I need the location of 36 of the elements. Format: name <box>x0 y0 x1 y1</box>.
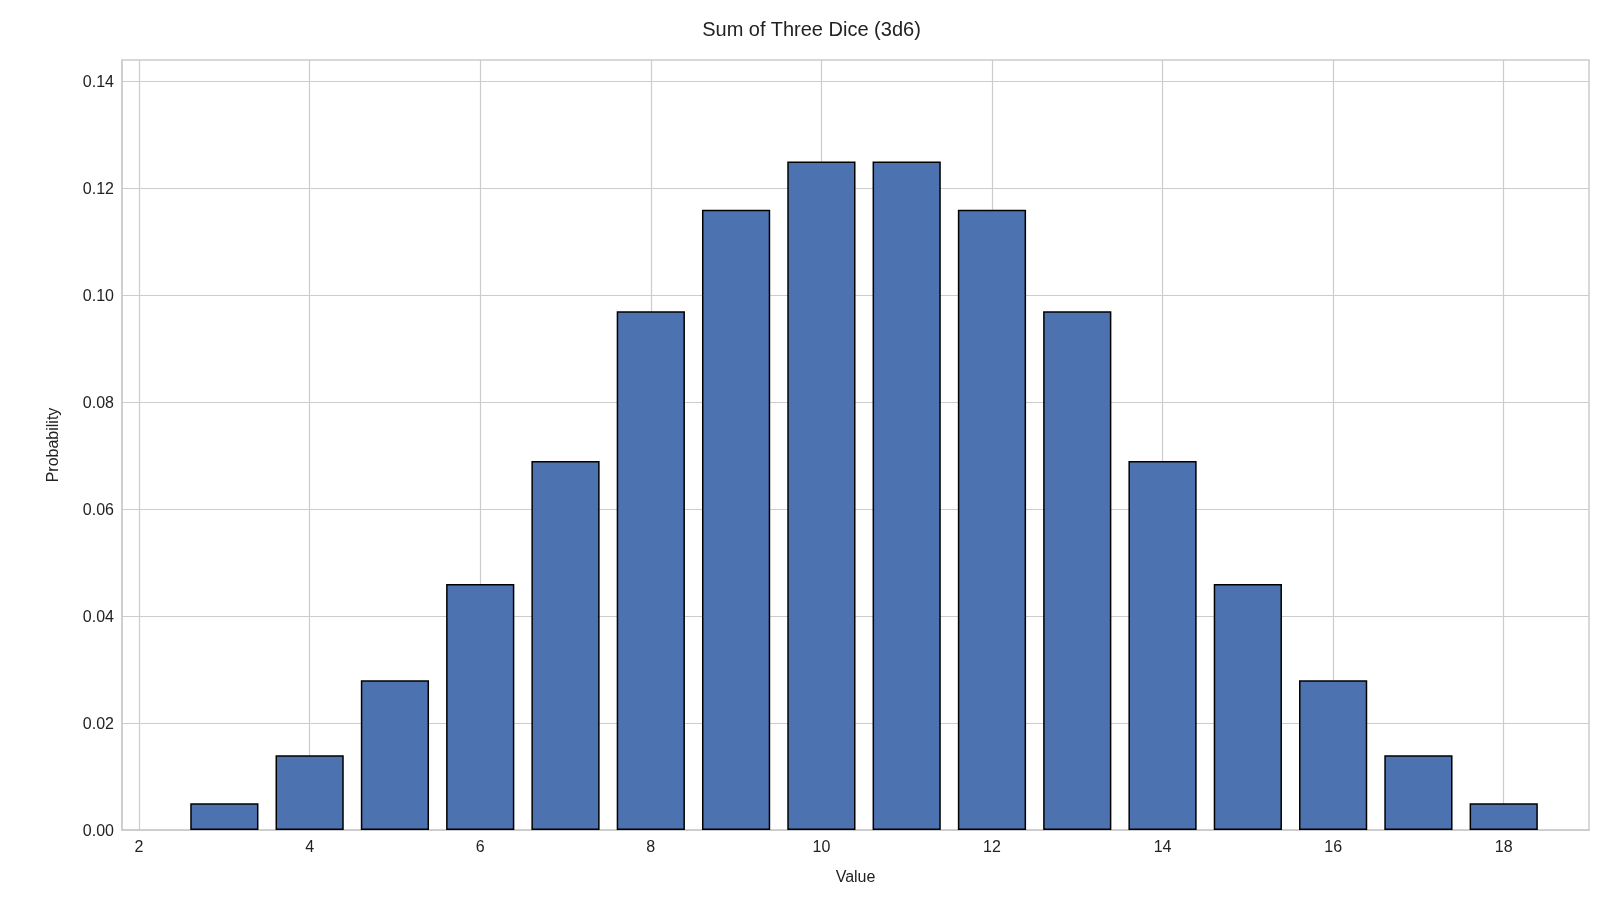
x-tick-label: 4 <box>305 837 315 855</box>
bar <box>1043 311 1112 830</box>
bar <box>1299 680 1368 830</box>
x-tick-label: 8 <box>646 837 656 855</box>
y-axis-title: Probability <box>43 407 61 483</box>
x-tick-label: 2 <box>134 837 144 855</box>
bar <box>360 680 430 830</box>
x-axis-title: Value <box>835 867 876 885</box>
bar <box>616 311 685 830</box>
bar <box>1384 755 1453 830</box>
x-tick-label: 14 <box>1153 837 1172 855</box>
x-tick-label: 10 <box>812 837 831 855</box>
x-tick-label: 6 <box>475 837 485 855</box>
bar <box>701 209 771 830</box>
bar <box>1128 461 1197 830</box>
chart-title: Sum of Three Dice (3d6) <box>702 18 921 40</box>
y-tick-label: 0.08 <box>82 393 115 411</box>
x-tick-label: 18 <box>1494 837 1513 855</box>
y-tick-label: 0.02 <box>82 714 115 732</box>
bar <box>190 803 259 830</box>
bar <box>446 584 515 830</box>
y-tick-label: 0.04 <box>82 607 115 625</box>
y-tick-label: 0.06 <box>82 500 115 518</box>
x-tick-label: 16 <box>1324 837 1343 855</box>
bar <box>787 161 856 830</box>
bar <box>1213 584 1282 830</box>
bar <box>531 461 600 830</box>
y-tick-label: 0.10 <box>82 286 115 304</box>
bar <box>1469 803 1538 830</box>
bar <box>275 755 344 830</box>
y-tick-label: 0.00 <box>82 821 115 839</box>
x-tick-label: 12 <box>983 837 1001 855</box>
y-tick-label: 0.12 <box>82 179 115 197</box>
bar <box>872 161 941 830</box>
y-tick-label: 0.14 <box>82 72 115 90</box>
bar <box>957 209 1027 830</box>
